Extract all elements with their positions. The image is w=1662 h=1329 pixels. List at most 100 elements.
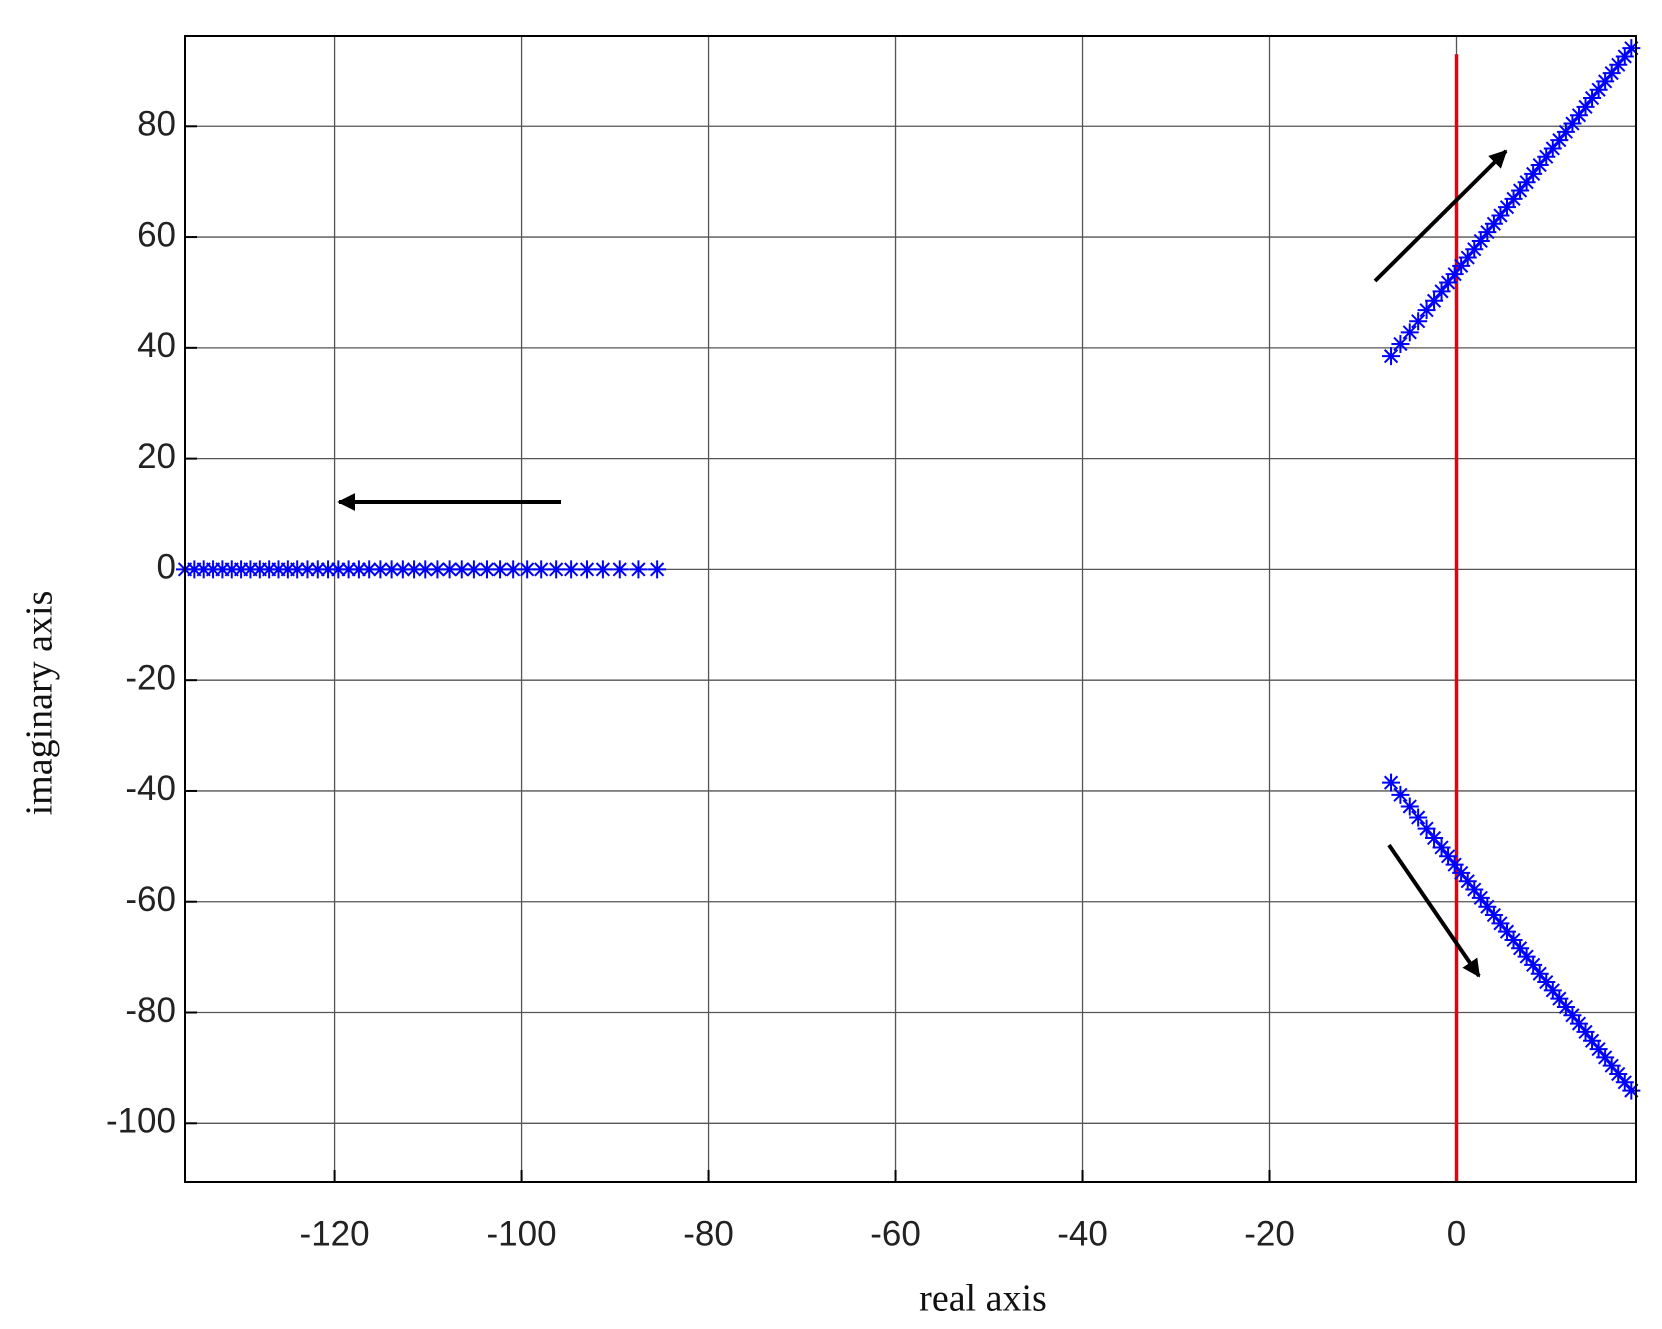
data-point xyxy=(1609,55,1628,74)
data-point xyxy=(405,560,424,579)
data-point xyxy=(1432,838,1451,857)
data-point xyxy=(1563,114,1582,133)
y-tick-label: -40 xyxy=(125,769,176,808)
data-point xyxy=(382,560,401,579)
data-point xyxy=(349,560,368,579)
data-point xyxy=(278,560,297,579)
data-point xyxy=(204,560,223,579)
data-point xyxy=(1530,964,1549,983)
y-tick-label: 80 xyxy=(137,105,176,144)
data-point xyxy=(1550,131,1569,150)
data-point xyxy=(1556,122,1575,141)
data-point xyxy=(1471,231,1490,250)
data-point xyxy=(1524,955,1543,974)
data-point xyxy=(308,560,327,579)
x-tick-label: -80 xyxy=(683,1214,734,1253)
data-point xyxy=(222,560,241,579)
data-point xyxy=(416,560,435,579)
y-tick-label: -80 xyxy=(125,991,176,1030)
data-point xyxy=(1425,291,1444,310)
data-point xyxy=(260,560,279,579)
data-point xyxy=(1445,855,1464,874)
data-point xyxy=(629,560,648,579)
data-point xyxy=(1556,997,1575,1016)
data-point xyxy=(1432,282,1451,301)
data-point xyxy=(1382,773,1401,792)
data-point xyxy=(1583,1031,1602,1050)
data-point xyxy=(562,560,581,579)
data-point xyxy=(1504,930,1523,949)
data-point xyxy=(319,560,338,579)
data-point xyxy=(1622,1081,1641,1100)
data-point xyxy=(428,560,447,579)
data-point xyxy=(1445,265,1464,284)
data-point xyxy=(185,560,204,579)
data-point xyxy=(1543,139,1562,158)
y-tick-label: 40 xyxy=(137,326,176,365)
data-point xyxy=(504,560,523,579)
arrow xyxy=(1373,149,1508,283)
data-point xyxy=(1484,906,1503,925)
x-tick-label: -40 xyxy=(1057,1214,1108,1253)
data-point xyxy=(1569,106,1588,125)
data-point xyxy=(1382,347,1401,366)
data-point xyxy=(1465,240,1484,259)
data-point xyxy=(578,560,597,579)
data-point xyxy=(547,560,566,579)
data-point xyxy=(1391,785,1410,804)
data-point xyxy=(1458,872,1477,891)
data-point xyxy=(440,560,459,579)
data-point xyxy=(1391,334,1410,353)
data-point xyxy=(593,560,612,579)
y-tick-label: -20 xyxy=(125,658,176,697)
data-point xyxy=(269,560,288,579)
data-point xyxy=(1576,97,1595,116)
data-point xyxy=(1465,880,1484,899)
data-point xyxy=(1452,863,1471,882)
data-point xyxy=(1409,312,1428,331)
data-point xyxy=(1452,256,1471,275)
data-point xyxy=(648,560,667,579)
data-point xyxy=(491,560,510,579)
data-point xyxy=(1400,797,1419,816)
data-point xyxy=(610,560,629,579)
data-point xyxy=(1400,323,1419,342)
x-tick-label: -120 xyxy=(300,1214,370,1253)
data-point xyxy=(1497,198,1516,217)
data-point xyxy=(1596,72,1615,91)
data-point xyxy=(1511,181,1530,200)
data-point xyxy=(1569,1014,1588,1033)
data-point xyxy=(464,560,483,579)
plot-area xyxy=(176,39,1641,1182)
data-point xyxy=(477,560,496,579)
data-point xyxy=(1439,273,1458,292)
data-point xyxy=(1497,922,1516,941)
x-tick-label: 0 xyxy=(1447,1214,1466,1253)
data-point xyxy=(329,560,348,579)
data-point xyxy=(518,560,537,579)
data-point xyxy=(1589,1040,1608,1059)
x-tick-label: -20 xyxy=(1244,1214,1295,1253)
data-point xyxy=(1504,189,1523,208)
data-point xyxy=(1409,808,1428,827)
data-point xyxy=(213,560,232,579)
data-point xyxy=(1596,1048,1615,1067)
data-point xyxy=(1543,981,1562,1000)
data-point xyxy=(1615,1073,1634,1092)
data-point xyxy=(1602,1056,1621,1075)
data-point xyxy=(1602,64,1621,83)
data-point xyxy=(1537,147,1556,166)
data-point xyxy=(452,560,471,579)
data-point xyxy=(360,560,379,579)
data-point xyxy=(1484,214,1503,233)
data-point xyxy=(1530,156,1549,175)
data-point xyxy=(1425,829,1444,848)
x-axis-label: real axis xyxy=(919,1278,1047,1320)
data-point xyxy=(1478,897,1497,916)
data-point xyxy=(1517,947,1536,966)
data-point xyxy=(1615,47,1634,66)
y-tick-label: -100 xyxy=(106,1102,176,1141)
y-tick-label: -60 xyxy=(125,880,176,919)
